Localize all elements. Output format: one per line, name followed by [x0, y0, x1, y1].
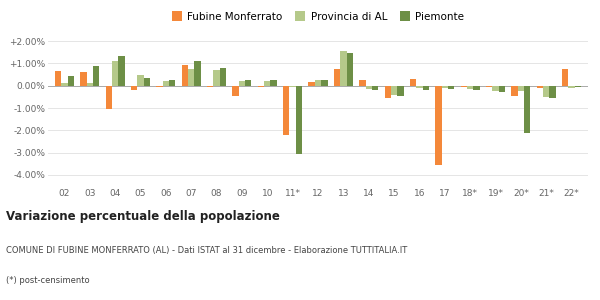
Bar [422, 86, 429, 90]
Bar [289, 86, 296, 88]
Bar [562, 69, 568, 86]
Bar [308, 82, 315, 86]
Bar [131, 86, 137, 90]
Bar [93, 66, 100, 86]
Bar [296, 86, 302, 154]
Bar [568, 86, 575, 88]
Bar [499, 86, 505, 92]
Bar [524, 86, 530, 133]
Bar [169, 80, 175, 86]
Legend: Fubine Monferrato, Provincia di AL, Piemonte: Fubine Monferrato, Provincia di AL, Piem… [172, 11, 464, 22]
Bar [467, 86, 473, 89]
Bar [163, 81, 169, 86]
Bar [232, 86, 239, 96]
Bar [118, 56, 125, 86]
Text: Variazione percentuale della popolazione: Variazione percentuale della popolazione [6, 210, 280, 223]
Bar [473, 86, 479, 90]
Bar [264, 81, 271, 86]
Bar [575, 86, 581, 87]
Bar [207, 86, 214, 87]
Bar [543, 86, 550, 97]
Bar [536, 86, 543, 88]
Bar [86, 83, 93, 86]
Bar [112, 61, 118, 86]
Bar [220, 68, 226, 86]
Bar [365, 86, 372, 89]
Bar [137, 75, 144, 86]
Bar [321, 80, 328, 86]
Bar [55, 71, 61, 86]
Bar [550, 86, 556, 98]
Bar [61, 83, 68, 86]
Bar [157, 86, 163, 87]
Bar [271, 80, 277, 86]
Bar [442, 86, 448, 88]
Bar [486, 86, 492, 87]
Bar [435, 86, 442, 165]
Bar [385, 86, 391, 98]
Bar [245, 80, 251, 86]
Bar [461, 86, 467, 87]
Bar [492, 86, 499, 91]
Bar [194, 61, 201, 86]
Bar [80, 72, 86, 86]
Bar [372, 86, 378, 90]
Bar [340, 51, 347, 86]
Bar [214, 70, 220, 86]
Bar [397, 86, 404, 96]
Bar [416, 86, 422, 88]
Bar [391, 86, 397, 94]
Bar [182, 64, 188, 86]
Bar [315, 80, 321, 86]
Bar [258, 86, 264, 88]
Text: COMUNE DI FUBINE MONFERRATO (AL) - Dati ISTAT al 31 dicembre - Elaborazione TUTT: COMUNE DI FUBINE MONFERRATO (AL) - Dati … [6, 246, 407, 255]
Bar [410, 79, 416, 86]
Bar [334, 69, 340, 86]
Bar [188, 69, 194, 86]
Bar [144, 78, 150, 86]
Bar [283, 86, 289, 135]
Bar [106, 86, 112, 109]
Bar [347, 53, 353, 86]
Bar [359, 80, 365, 86]
Bar [518, 86, 524, 91]
Text: (*) post-censimento: (*) post-censimento [6, 276, 89, 285]
Bar [68, 76, 74, 86]
Bar [239, 81, 245, 86]
Bar [448, 86, 454, 89]
Bar [511, 86, 518, 96]
